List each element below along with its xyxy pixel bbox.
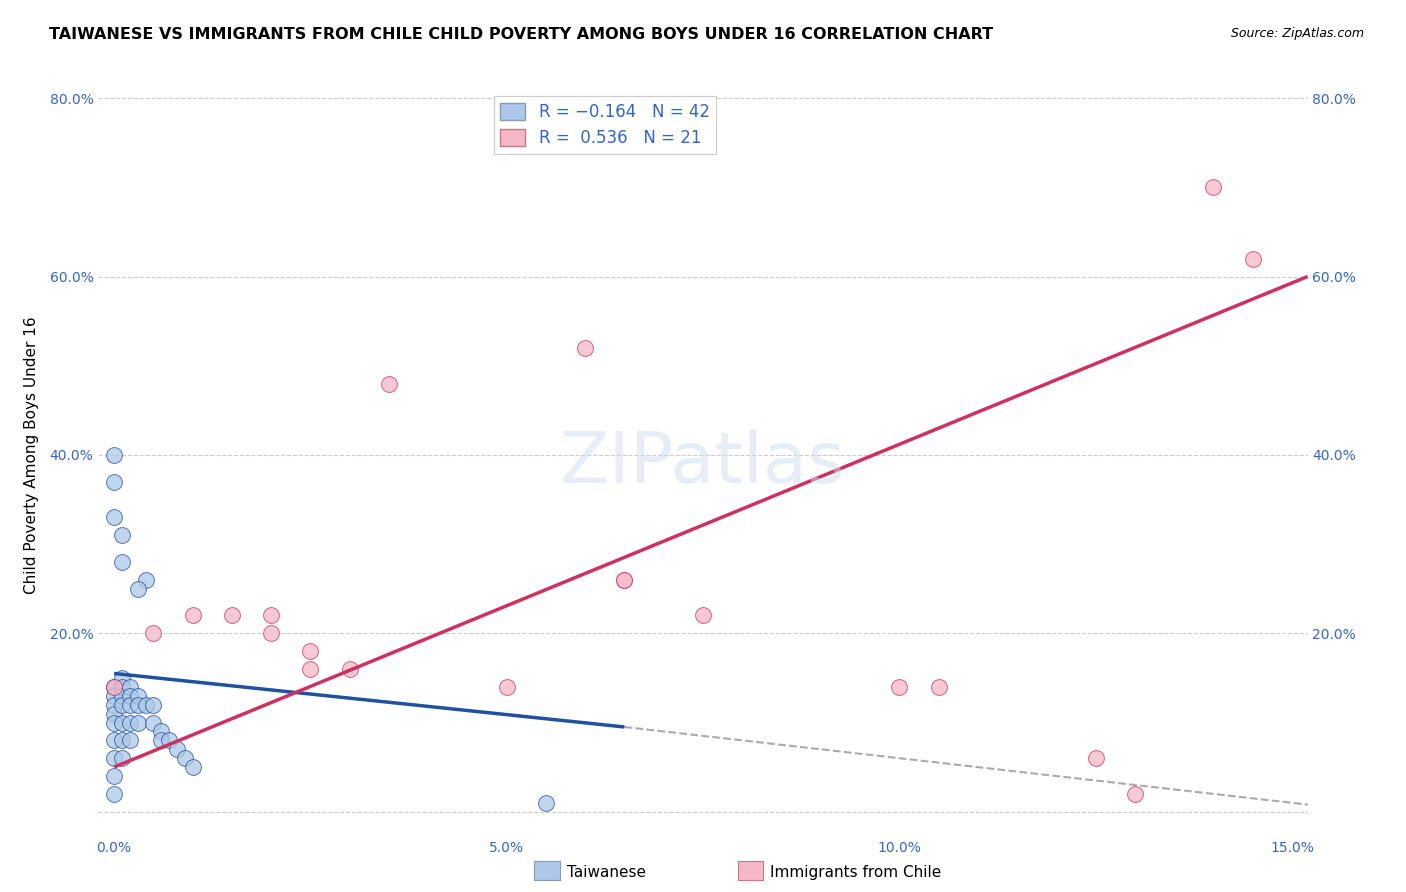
Point — [103, 475, 125, 489]
Point — [495, 680, 517, 694]
Point — [692, 608, 714, 623]
Point — [135, 698, 157, 712]
Point — [103, 787, 125, 801]
Point — [1123, 787, 1146, 801]
Point — [339, 662, 361, 676]
Point — [1241, 252, 1264, 266]
Point — [127, 715, 149, 730]
Point — [103, 706, 125, 721]
Point — [103, 698, 125, 712]
Point — [111, 733, 134, 747]
Text: TAIWANESE VS IMMIGRANTS FROM CHILE CHILD POVERTY AMONG BOYS UNDER 16 CORRELATION: TAIWANESE VS IMMIGRANTS FROM CHILE CHILD… — [49, 27, 993, 42]
Point — [221, 608, 243, 623]
Point — [150, 724, 173, 739]
Point — [613, 573, 636, 587]
Point — [378, 376, 401, 391]
Point — [181, 608, 204, 623]
Point — [103, 769, 125, 783]
Point — [127, 698, 149, 712]
Point — [181, 760, 204, 774]
Point — [111, 715, 134, 730]
Point — [111, 555, 134, 569]
Point — [111, 671, 134, 685]
Point — [574, 341, 596, 355]
Point — [150, 733, 173, 747]
Point — [103, 715, 125, 730]
Point — [103, 751, 125, 765]
Point — [118, 715, 141, 730]
Point — [103, 689, 125, 703]
Point — [299, 662, 322, 676]
Point — [135, 573, 157, 587]
Point — [260, 608, 283, 623]
Point — [166, 742, 188, 756]
Text: Immigrants from Chile: Immigrants from Chile — [770, 865, 942, 880]
Point — [142, 715, 165, 730]
Point — [142, 698, 165, 712]
Point — [534, 796, 557, 810]
Text: Taiwanese: Taiwanese — [567, 865, 645, 880]
Legend: R = −0.164   N = 42, R =  0.536   N = 21: R = −0.164 N = 42, R = 0.536 N = 21 — [494, 96, 716, 154]
Point — [142, 626, 165, 640]
Point — [127, 582, 149, 596]
Point — [889, 680, 911, 694]
Point — [111, 680, 134, 694]
Point — [103, 680, 125, 694]
Point — [260, 626, 283, 640]
Point — [118, 680, 141, 694]
Point — [613, 573, 636, 587]
Point — [111, 689, 134, 703]
Point — [928, 680, 950, 694]
Point — [111, 698, 134, 712]
Point — [103, 448, 125, 462]
Point — [103, 733, 125, 747]
Point — [1084, 751, 1107, 765]
Point — [1202, 180, 1225, 194]
Point — [299, 644, 322, 658]
Point — [118, 689, 141, 703]
Text: ZIPatlas: ZIPatlas — [560, 429, 846, 499]
Point — [103, 510, 125, 524]
Text: Source: ZipAtlas.com: Source: ZipAtlas.com — [1230, 27, 1364, 40]
Y-axis label: Child Poverty Among Boys Under 16: Child Poverty Among Boys Under 16 — [24, 316, 38, 594]
Point — [157, 733, 180, 747]
Point — [103, 680, 125, 694]
Point — [173, 751, 195, 765]
Point — [118, 733, 141, 747]
Point — [103, 680, 125, 694]
Point — [127, 689, 149, 703]
Point — [118, 698, 141, 712]
Point — [111, 751, 134, 765]
Point — [111, 528, 134, 542]
